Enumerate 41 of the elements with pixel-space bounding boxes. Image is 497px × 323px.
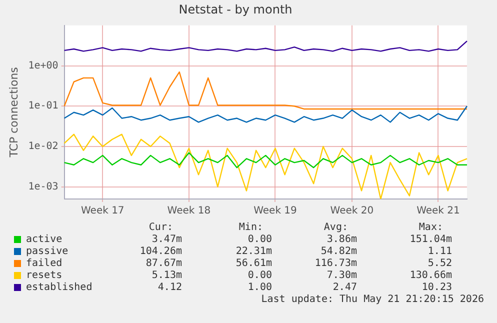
text: 2.47 bbox=[332, 282, 357, 294]
text: 10.23 bbox=[422, 282, 452, 294]
text: 0.00 bbox=[248, 234, 272, 246]
legend-label: failed bbox=[26, 258, 62, 270]
text: 7.30m bbox=[326, 270, 357, 282]
y-tick-label: 1e+00 bbox=[28, 60, 58, 72]
text: 5.52 bbox=[428, 258, 452, 270]
x-tick-label: Week 21 bbox=[416, 206, 460, 217]
text: Avg: bbox=[324, 222, 348, 234]
x-tick-label: Week 17 bbox=[81, 206, 124, 217]
legend-label: resets bbox=[26, 270, 62, 282]
x-tick-label: Week 18 bbox=[167, 206, 211, 217]
text: Max: bbox=[418, 222, 443, 234]
text: 151.04m bbox=[410, 234, 452, 246]
text: 1.11 bbox=[428, 246, 452, 258]
chart-title: Netstat - by month bbox=[178, 2, 292, 16]
legend-label: established bbox=[26, 282, 92, 294]
text: 3.47m bbox=[152, 234, 182, 246]
text: Min: bbox=[238, 222, 263, 234]
x-tick-label: Week 19 bbox=[254, 206, 297, 217]
text: 56.61m bbox=[236, 258, 272, 270]
text: Last update: Thu May 21 21:20:15 2026 bbox=[261, 294, 484, 306]
y-tick-label: 1e-02 bbox=[28, 141, 58, 152]
text: Cur: bbox=[148, 222, 173, 234]
legend-label: passive bbox=[26, 246, 68, 258]
text: 130.66m bbox=[410, 270, 452, 282]
legend-label: active bbox=[26, 234, 62, 246]
text: 3.86m bbox=[326, 234, 357, 246]
y-tick-label: 1e-03 bbox=[28, 181, 58, 192]
text: 0.00 bbox=[248, 270, 272, 282]
text: 1.00 bbox=[248, 282, 272, 294]
text: 22.31m bbox=[236, 246, 272, 258]
x-tick-label: Week 20 bbox=[330, 206, 374, 217]
text: 5.13m bbox=[152, 270, 182, 282]
text: 87.67m bbox=[146, 258, 182, 270]
y-tick-label: 1e-01 bbox=[28, 100, 58, 112]
text: 54.82m bbox=[320, 246, 357, 258]
y-axis-title: TCP connections bbox=[7, 66, 20, 158]
text: 116.73m bbox=[314, 258, 357, 270]
text: 4.12 bbox=[158, 282, 182, 294]
text: 104.26m bbox=[140, 246, 182, 258]
